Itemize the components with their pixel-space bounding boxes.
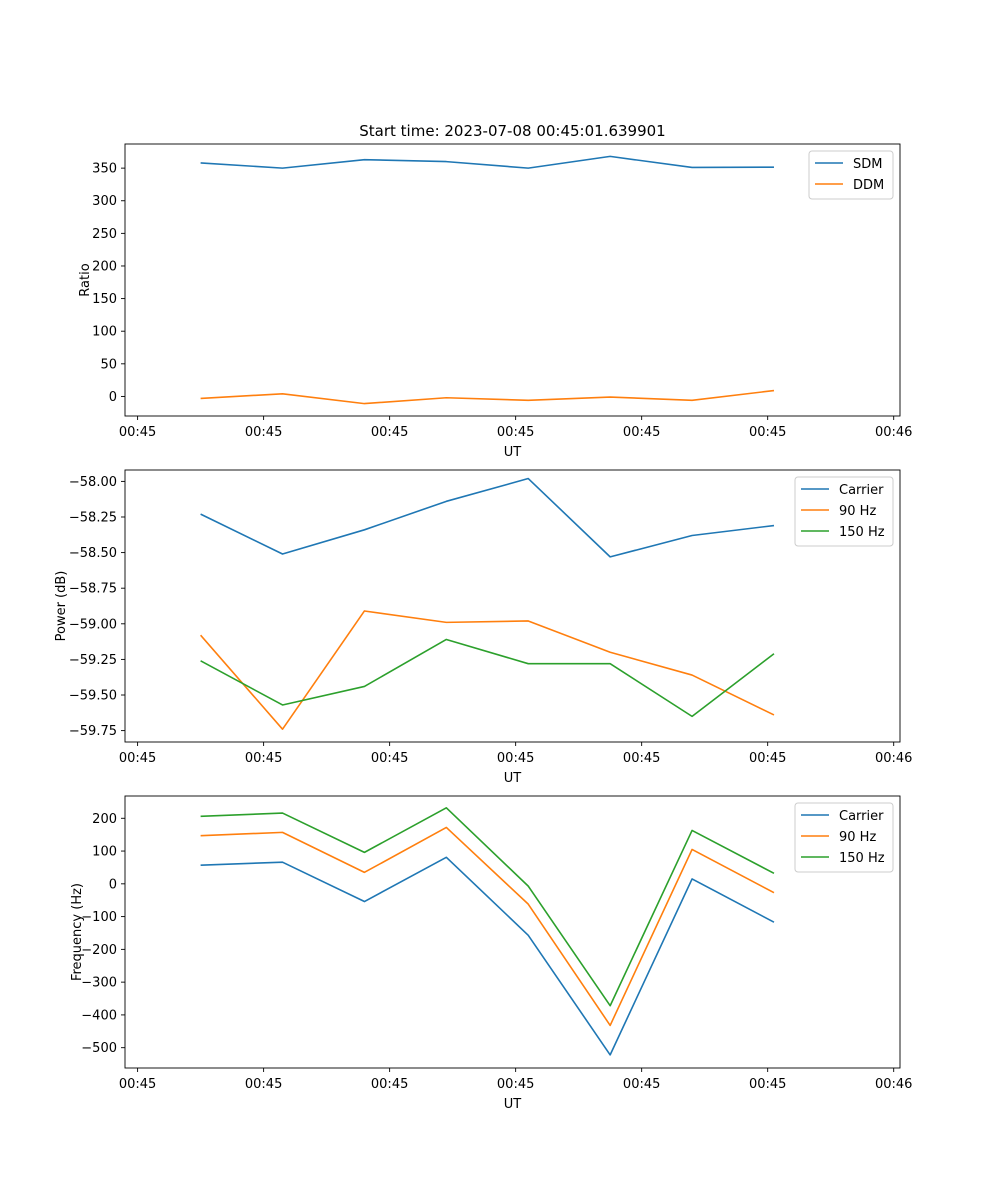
legend-label: 90 Hz: [839, 504, 876, 519]
legend-box: [794, 802, 894, 873]
legend-label: 150 Hz: [839, 525, 885, 540]
y-tick-label: 200: [92, 812, 117, 827]
legend-box: [794, 476, 894, 547]
y-tick-label: −300: [81, 976, 117, 991]
x-tick-label: 00:45: [623, 1077, 660, 1092]
y-tick-label: 50: [100, 357, 117, 372]
x-tick-label: 00:45: [371, 425, 408, 440]
y-tick-label: −58.00: [69, 475, 117, 490]
y-tick-label: −200: [81, 943, 117, 958]
y-tick-label: −58.25: [69, 510, 117, 525]
legend-label: SDM: [853, 157, 882, 172]
y-tick-label: 350: [92, 162, 117, 177]
x-tick-label: 00:45: [371, 1077, 408, 1092]
x-tick-label: 00:45: [245, 1077, 282, 1092]
series-line-90-hz: [200, 610, 775, 730]
x-tick-label: 00:45: [497, 1077, 534, 1092]
x-tick-label: 00:46: [875, 1077, 912, 1092]
series-line-150-hz: [200, 806, 775, 1007]
y-tick-label: 300: [92, 194, 117, 209]
x-tick-label: 00:45: [623, 751, 660, 766]
legend: Carrier 90 Hz 150 Hz: [794, 476, 894, 547]
x-tick-label: 00:45: [245, 425, 282, 440]
x-axis-label: UT: [504, 1097, 522, 1112]
subplot-1: 00:45 00:45 00:45 00:45 00:45 00:45 00:46 0 50 10…: [78, 143, 912, 460]
y-tick-label: 100: [92, 325, 117, 340]
axes-frame: [124, 143, 901, 417]
x-tick-label: 00:45: [497, 751, 534, 766]
y-tick-label: −59.50: [69, 689, 117, 704]
x-tick-label: 00:45: [119, 425, 156, 440]
y-tick-label: 250: [92, 227, 117, 242]
y-tick-label: 150: [92, 292, 117, 307]
series-line-carrier: [200, 477, 775, 558]
y-tick-label: −59.00: [69, 617, 117, 632]
subplot-3: 00:45 00:45 00:45 00:45 00:45 00:45 00:46 200 10…: [70, 795, 912, 1112]
x-tick-label: 00:46: [875, 751, 912, 766]
y-axis-label: Frequency (Hz): [70, 883, 85, 981]
x-tick-label: 00:45: [749, 1077, 786, 1092]
series-line-sdm: [200, 155, 774, 169]
x-tick-label: 00:46: [875, 425, 912, 440]
series-line-90-hz: [200, 826, 775, 1027]
legend-label: 90 Hz: [839, 830, 876, 845]
y-tick-label: −500: [81, 1041, 117, 1056]
y-tick-label: 200: [92, 259, 117, 274]
y-tick-label: −58.50: [69, 546, 117, 561]
axes-frame: [124, 795, 901, 1069]
y-tick-label: −400: [81, 1008, 117, 1023]
legend-label: DDM: [853, 178, 884, 193]
y-tick-label: −100: [81, 910, 117, 925]
y-tick-label: −59.75: [69, 724, 117, 739]
x-tick-label: 00:45: [119, 1077, 156, 1092]
x-axis-label: UT: [504, 771, 522, 786]
x-axis-label: UT: [504, 445, 522, 460]
series-line-150-hz: [200, 638, 775, 718]
series-line-ddm: [200, 389, 775, 405]
x-tick-label: 00:45: [245, 751, 282, 766]
subplots: 00:45 00:45 00:45 00:45 00:45 00:45 00:46 0 50 10…: [54, 143, 912, 1112]
x-tick-label: 00:45: [749, 751, 786, 766]
x-tick-label: 00:45: [371, 751, 408, 766]
y-tick-label: 0: [109, 390, 117, 405]
legend: SDM DDM: [808, 150, 894, 200]
y-tick-label: 100: [92, 845, 117, 860]
axes-frame: [124, 469, 901, 743]
y-axis-label: Ratio: [78, 263, 93, 296]
y-tick-label: 0: [109, 877, 117, 892]
y-tick-label: −58.75: [69, 582, 117, 597]
legend-label: Carrier: [839, 483, 884, 498]
x-tick-label: 00:45: [119, 751, 156, 766]
x-tick-label: 00:45: [497, 425, 534, 440]
x-tick-label: 00:45: [623, 425, 660, 440]
subplot-2: 00:45 00:45 00:45 00:45 00:45 00:45 00:46 −58.0…: [54, 469, 912, 786]
series-line-carrier: [200, 856, 775, 1056]
y-axis-label: Power (dB): [54, 571, 69, 642]
legend-label: Carrier: [839, 809, 884, 824]
figure-title: Start time: 2023-07-08 00:45:01.639901: [359, 122, 665, 140]
y-tick-label: −59.25: [69, 653, 117, 668]
x-tick-label: 00:45: [749, 425, 786, 440]
legend-label: 150 Hz: [839, 851, 885, 866]
legend: Carrier 90 Hz 150 Hz: [794, 802, 894, 873]
